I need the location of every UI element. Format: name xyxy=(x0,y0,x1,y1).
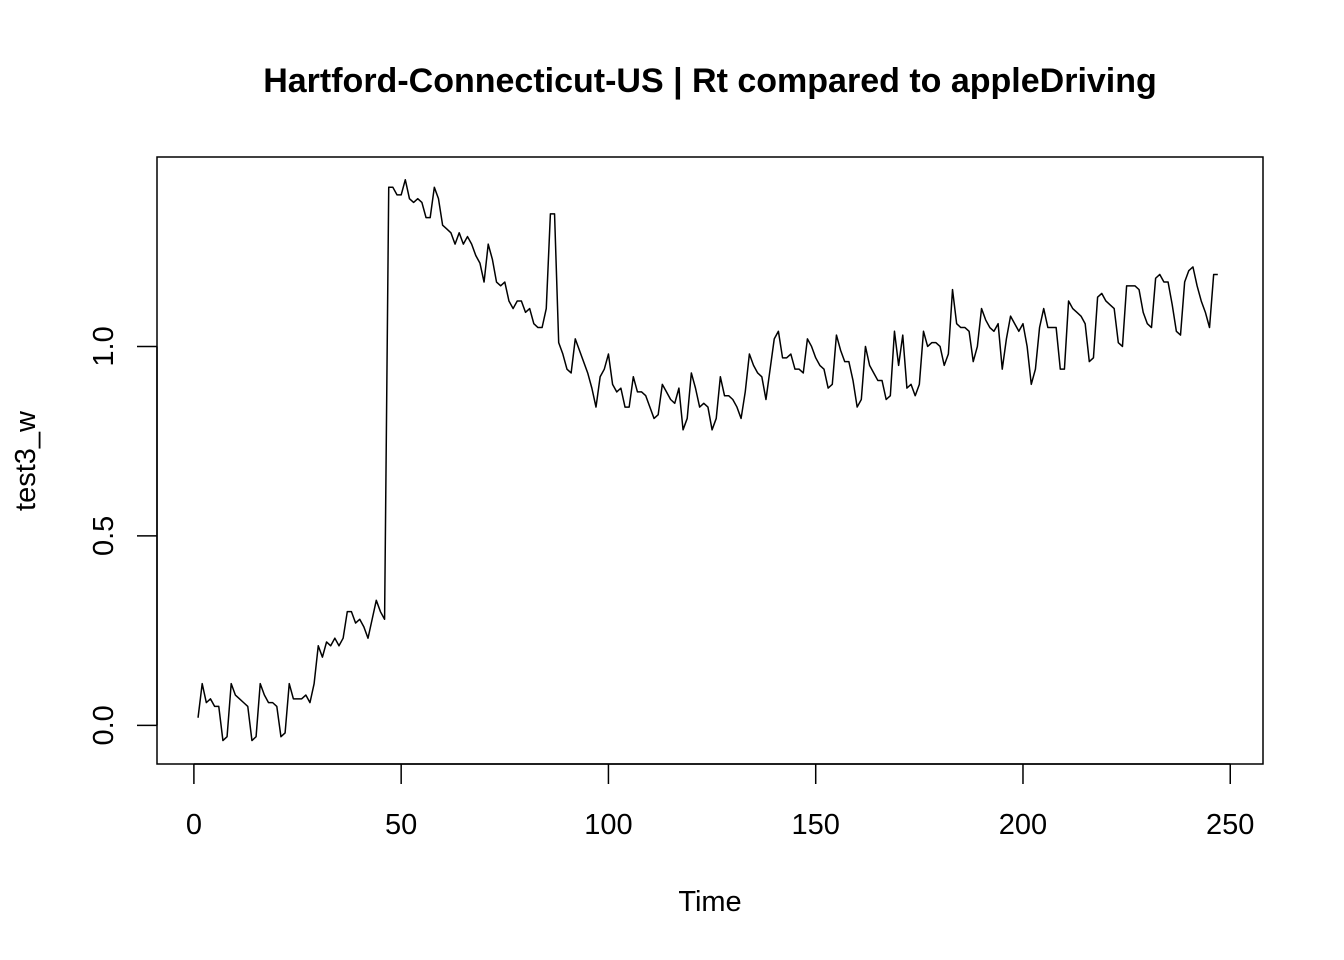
plot-area-frame xyxy=(156,156,1264,765)
y-tick-label: 0.5 xyxy=(88,516,120,556)
x-tick-label: 150 xyxy=(792,809,840,841)
x-tick-label: 100 xyxy=(584,809,632,841)
x-tick-label: 50 xyxy=(385,809,417,841)
y-tick-label: 1.0 xyxy=(88,326,120,366)
series-line xyxy=(197,178,1218,742)
y-tick-label: 0.0 xyxy=(88,705,120,745)
y-axis: 0.0 0.5 1.0 xyxy=(88,326,158,746)
y-axis-label: test3_w xyxy=(10,410,42,511)
x-axis-label: Time xyxy=(678,886,741,918)
x-axis: 0 50 100 150 200 250 xyxy=(186,763,1254,841)
chart-title: Hartford-Connecticut-US | Rt compared to… xyxy=(263,62,1157,100)
x-tick-label: 0 xyxy=(186,809,202,841)
x-tick-label: 250 xyxy=(1206,809,1254,841)
x-tick-label: 200 xyxy=(999,809,1047,841)
